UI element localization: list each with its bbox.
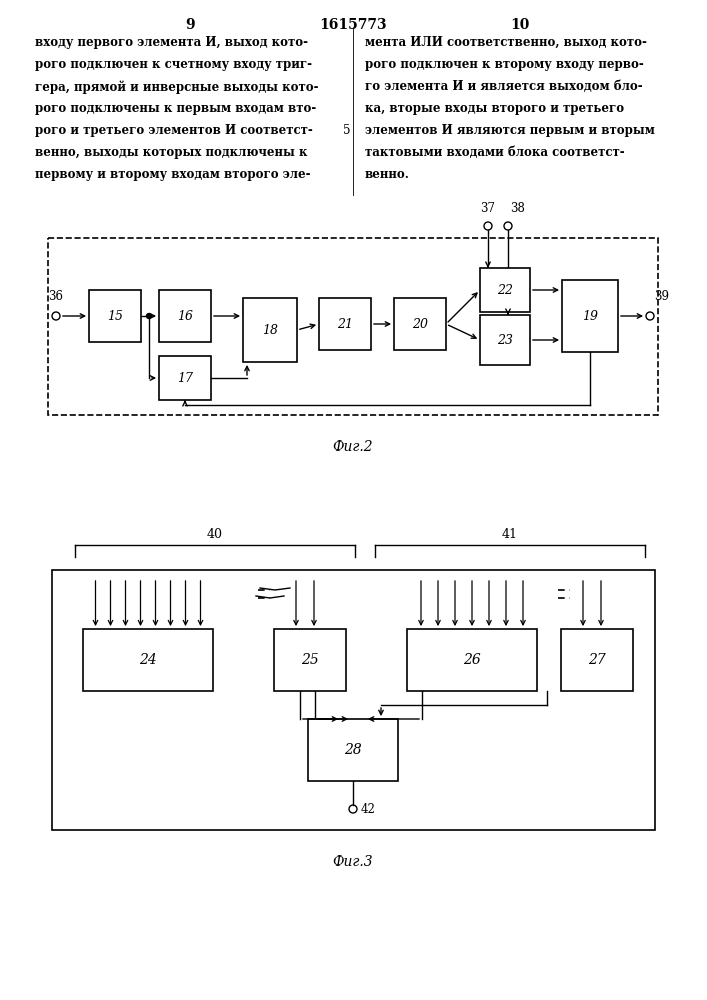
Bar: [52, 570, 655, 830]
Text: 19: 19: [582, 310, 598, 322]
Text: 1615773: 1615773: [319, 18, 387, 32]
Text: 21: 21: [337, 318, 353, 330]
Text: тактовыми входами блока соответст-: тактовыми входами блока соответст-: [365, 146, 624, 159]
Text: 25: 25: [301, 653, 319, 667]
Bar: [243, 298, 297, 362]
Bar: [159, 356, 211, 400]
Text: 5: 5: [342, 124, 350, 137]
Text: рого подключен к второму входу перво-: рого подключен к второму входу перво-: [365, 58, 644, 71]
Text: мента ИЛИ соответственно, выход кото-: мента ИЛИ соответственно, выход кото-: [365, 36, 647, 49]
Text: 41: 41: [502, 528, 518, 541]
Text: гера, прямой и инверсные выходы кото-: гера, прямой и инверсные выходы кото-: [35, 80, 318, 94]
Text: 15: 15: [107, 310, 123, 322]
Bar: [319, 298, 371, 350]
Bar: [480, 268, 530, 312]
Text: рого подключен к счетному входу триг-: рого подключен к счетному входу триг-: [35, 58, 312, 71]
Text: 20: 20: [412, 318, 428, 330]
Bar: [48, 238, 658, 415]
Text: элементов И являются первым и вторым: элементов И являются первым и вторым: [365, 124, 655, 137]
Bar: [159, 290, 211, 342]
Text: 22: 22: [497, 284, 513, 296]
Bar: [274, 629, 346, 691]
Text: рого и третьего элементов И соответст-: рого и третьего элементов И соответст-: [35, 124, 312, 137]
Text: 24: 24: [139, 653, 157, 667]
Bar: [561, 629, 633, 691]
Bar: [394, 298, 446, 350]
Text: 17: 17: [177, 371, 193, 384]
Bar: [407, 629, 537, 691]
Text: 9: 9: [185, 18, 195, 32]
Text: 16: 16: [177, 310, 193, 322]
Text: 40: 40: [207, 528, 223, 541]
Text: 28: 28: [344, 743, 362, 757]
Text: 26: 26: [463, 653, 481, 667]
Text: 38: 38: [510, 202, 525, 215]
Text: 37: 37: [480, 202, 495, 215]
Text: Фиг.2: Фиг.2: [333, 440, 373, 454]
Text: ка, вторые входы второго и третьего: ка, вторые входы второго и третьего: [365, 102, 624, 115]
Text: венно.: венно.: [365, 168, 410, 181]
Bar: [562, 280, 618, 352]
Circle shape: [146, 314, 151, 318]
Text: 39: 39: [654, 290, 669, 303]
Text: 10: 10: [510, 18, 530, 32]
Text: входу первого элемента И, выход кото-: входу первого элемента И, выход кото-: [35, 36, 308, 49]
Text: 36: 36: [48, 290, 63, 303]
Text: Фиг.3: Фиг.3: [333, 855, 373, 869]
Bar: [308, 719, 398, 781]
Text: го элемента И и является выходом бло-: го элемента И и является выходом бло-: [365, 80, 643, 93]
Bar: [83, 629, 213, 691]
Text: венно, выходы которых подключены к: венно, выходы которых подключены к: [35, 146, 308, 159]
Text: 18: 18: [262, 324, 278, 336]
Text: рого подключены к первым входам вто-: рого подключены к первым входам вто-: [35, 102, 316, 115]
Bar: [480, 315, 530, 365]
Text: 27: 27: [588, 653, 606, 667]
Text: 23: 23: [497, 334, 513, 347]
Text: первому и второму входам второго эле-: первому и второму входам второго эле-: [35, 168, 310, 181]
Text: 42: 42: [361, 803, 376, 816]
Bar: [89, 290, 141, 342]
